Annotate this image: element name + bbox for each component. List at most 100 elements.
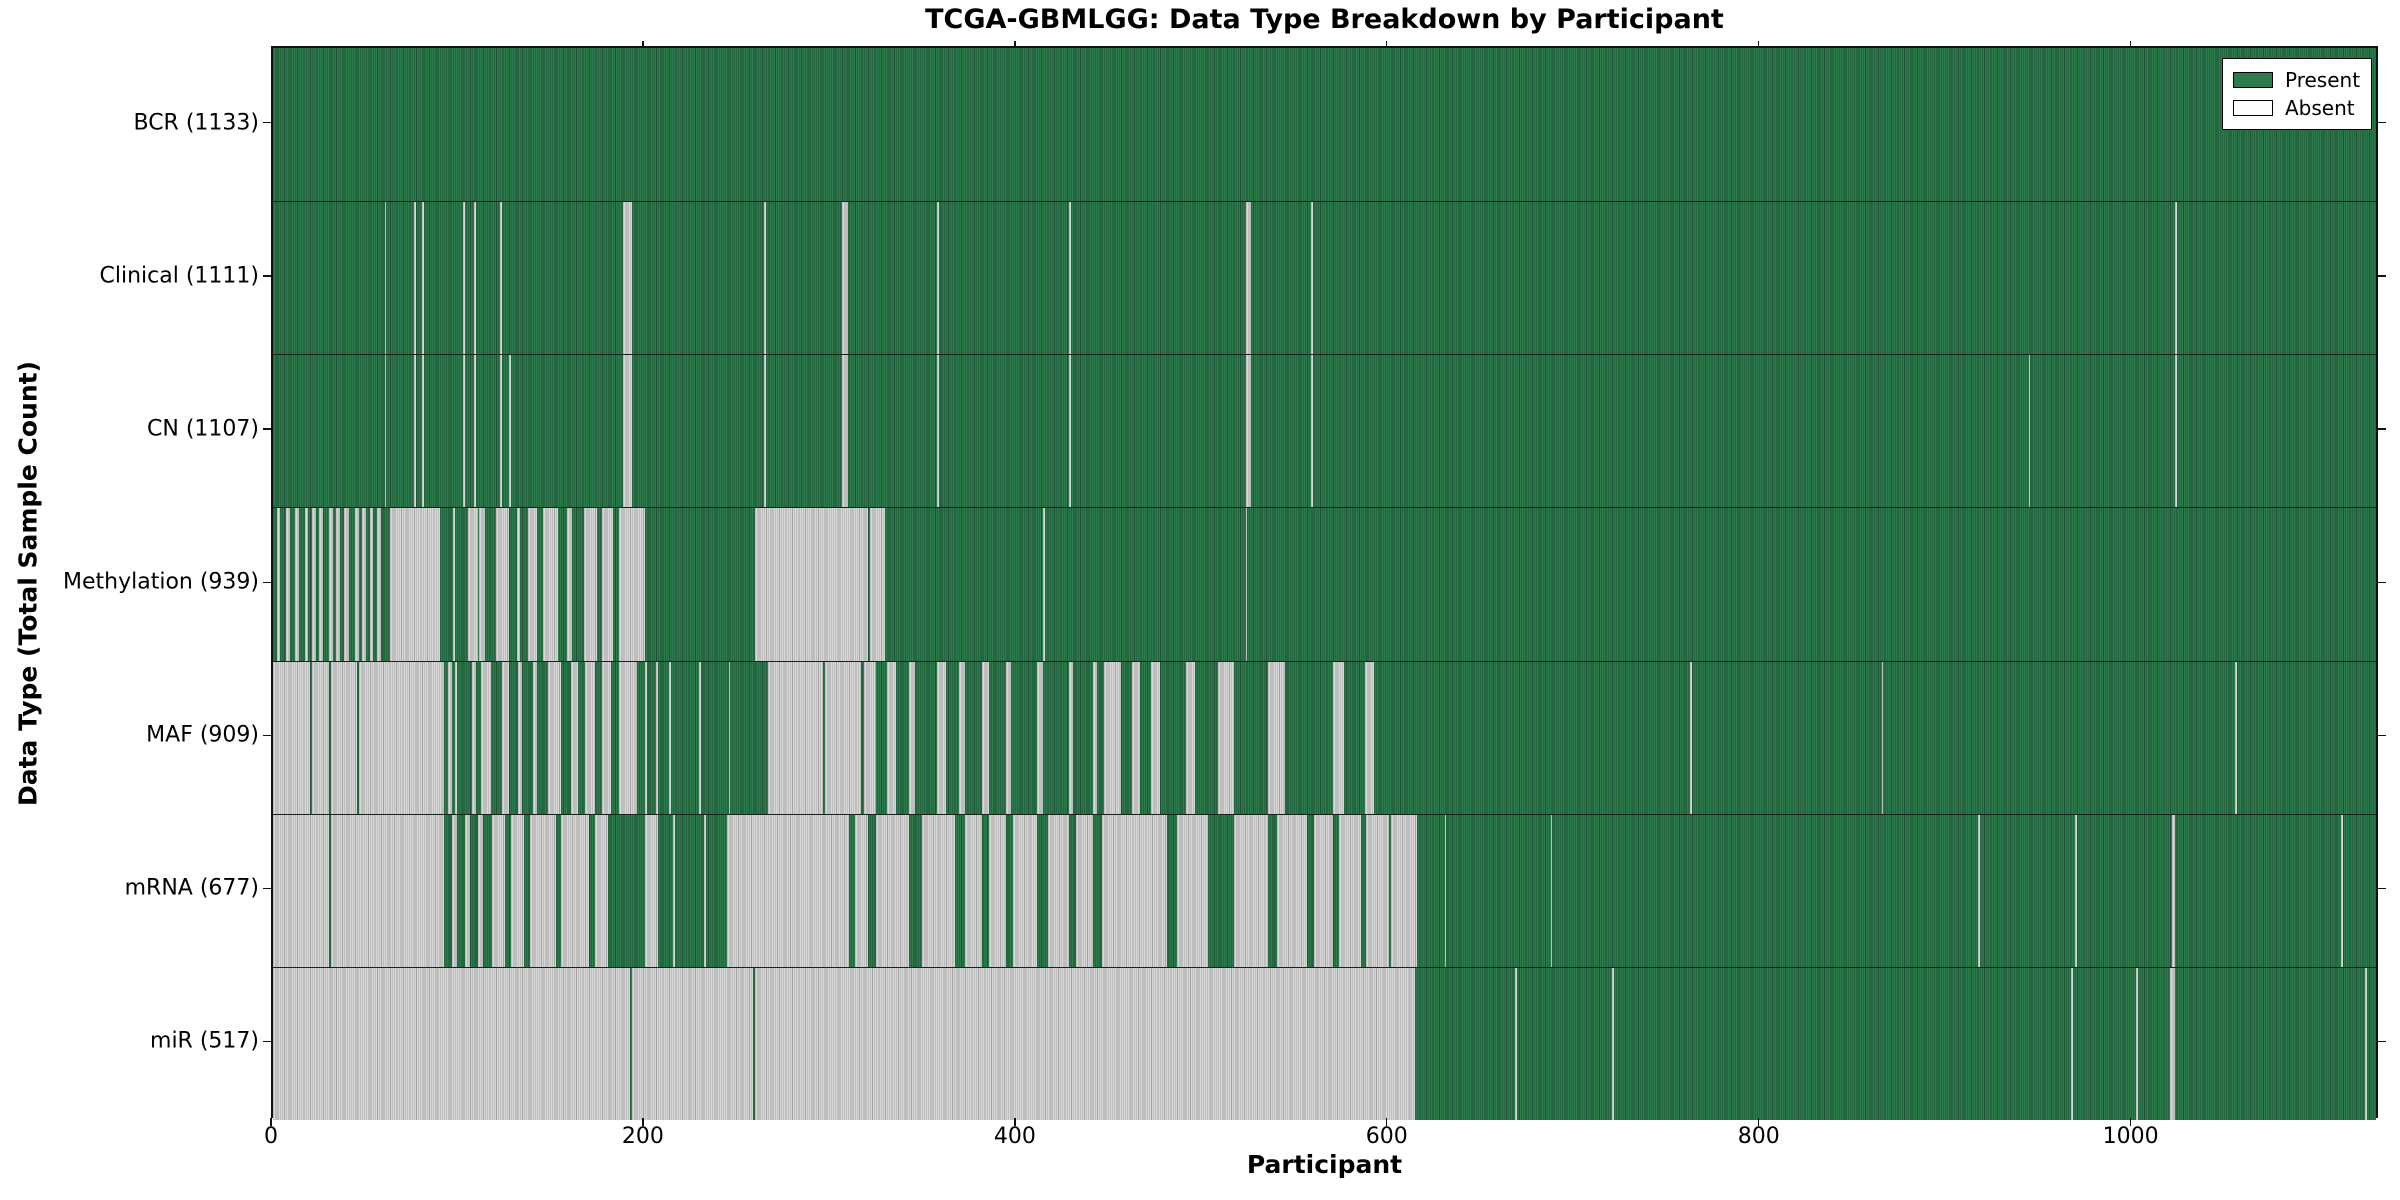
y-axis-tick: [263, 887, 271, 890]
absent-segment: [377, 508, 381, 661]
legend-item: Present: [2233, 66, 2361, 94]
absent-segment: [602, 661, 612, 814]
y-axis-tick: [263, 275, 271, 277]
absent-segment: [533, 661, 538, 814]
absent-segment: [570, 661, 578, 814]
absent-segment: [825, 661, 861, 814]
absent-segment: [631, 967, 753, 1120]
absent-segment: [981, 661, 989, 814]
absent-segment: [295, 508, 300, 661]
absent-segment: [362, 508, 366, 661]
y-axis-tick-label: MAF (909): [146, 722, 259, 748]
absent-segment: [286, 508, 290, 661]
y-axis-tick: [2378, 275, 2386, 277]
absent-segment: [319, 508, 324, 661]
absent-segment: [1364, 661, 1374, 814]
absent-segment: [492, 814, 506, 967]
absent-segment: [414, 355, 417, 508]
absent-segment: [672, 814, 675, 967]
absent-segment: [618, 508, 645, 661]
absent-segment: [763, 355, 766, 508]
absent-segment: [1690, 661, 1692, 814]
absent-segment: [1234, 814, 1268, 967]
absent-segment: [499, 202, 502, 355]
absent-segment: [1550, 814, 1553, 967]
absent-segment: [1267, 661, 1285, 814]
y-axis-tick-label: BCR (1133): [133, 110, 259, 136]
absent-segment: [922, 814, 956, 967]
absent-segment: [936, 202, 939, 355]
y-axis-tick: [263, 122, 271, 124]
absent-segment: [2175, 355, 2178, 508]
absent-segment: [453, 508, 456, 661]
absent-segment: [1314, 814, 1333, 967]
absent-segment: [1037, 661, 1043, 814]
absent-segment: [1176, 814, 1209, 967]
chart-title: TCGA-GBMLGG: Data Type Breakdown by Part…: [925, 4, 1724, 35]
x-axis-tick-label: 0: [264, 1124, 278, 1149]
absent-segment: [330, 661, 357, 814]
absent-segment: [2028, 355, 2031, 508]
absent-segment: [477, 814, 484, 967]
absent-segment: [312, 661, 329, 814]
absent-segment: [602, 508, 614, 661]
x-axis-top-tick: [1386, 41, 1388, 46]
absent-segment: [1338, 814, 1361, 967]
row-band-CN: [273, 354, 2376, 508]
absent-segment: [542, 508, 558, 661]
absent-segment: [336, 508, 340, 661]
absent-segment: [343, 508, 350, 661]
absent-segment: [273, 661, 311, 814]
absent-segment: [763, 202, 766, 355]
absent-segment: [964, 814, 982, 967]
absent-segment: [354, 508, 359, 661]
absent-segment: [1068, 202, 1071, 355]
absent-segment: [698, 661, 701, 814]
y-axis-tick-label: miR (517): [150, 1028, 259, 1054]
absent-segment: [384, 355, 387, 508]
absent-segment: [1310, 202, 1313, 355]
y-axis-tick-label: CN (1107): [147, 416, 259, 442]
absent-segment: [312, 508, 316, 661]
absent-segment: [529, 814, 556, 967]
absent-segment: [273, 814, 329, 967]
y-axis-tick: [263, 581, 271, 583]
absent-segment: [842, 202, 848, 355]
absent-segment: [842, 355, 848, 508]
absent-segment: [754, 508, 869, 661]
absent-segment: [462, 355, 465, 508]
absent-segment: [1005, 661, 1012, 814]
absent-segment: [1978, 814, 1981, 967]
absent-segment: [451, 814, 458, 967]
y-axis-tick-label: Clinical (1111): [99, 263, 259, 289]
absent-segment: [516, 508, 521, 661]
legend-swatch: [2233, 100, 2273, 116]
absent-segment: [390, 508, 441, 661]
absent-segment: [358, 661, 445, 814]
absent-segment: [1245, 508, 1248, 661]
x-axis-tick: [642, 1118, 644, 1126]
absent-segment: [527, 508, 538, 661]
absent-segment: [509, 355, 512, 508]
absent-segment: [2340, 814, 2343, 967]
absent-segment: [2071, 967, 2074, 1120]
absent-segment: [276, 508, 281, 661]
absent-segment: [669, 661, 671, 814]
absent-segment: [1102, 814, 1168, 967]
absent-segment: [1277, 814, 1307, 967]
absent-segment: [273, 967, 631, 1120]
absent-segment: [767, 661, 824, 814]
absent-segment: [473, 202, 476, 355]
row-band-MAF: [273, 660, 2376, 814]
absent-segment: [330, 814, 445, 967]
row-band-Clinical: [273, 201, 2376, 355]
absent-segment: [1186, 661, 1196, 814]
absent-segment: [728, 661, 731, 814]
y-axis-tick: [2378, 734, 2386, 737]
absent-segment: [1048, 814, 1069, 967]
legend-label: Absent: [2285, 96, 2355, 120]
y-axis-tick: [2378, 1040, 2386, 1043]
absent-segment: [1217, 661, 1235, 814]
absent-segment: [656, 661, 658, 814]
legend-item: Absent: [2233, 94, 2361, 122]
